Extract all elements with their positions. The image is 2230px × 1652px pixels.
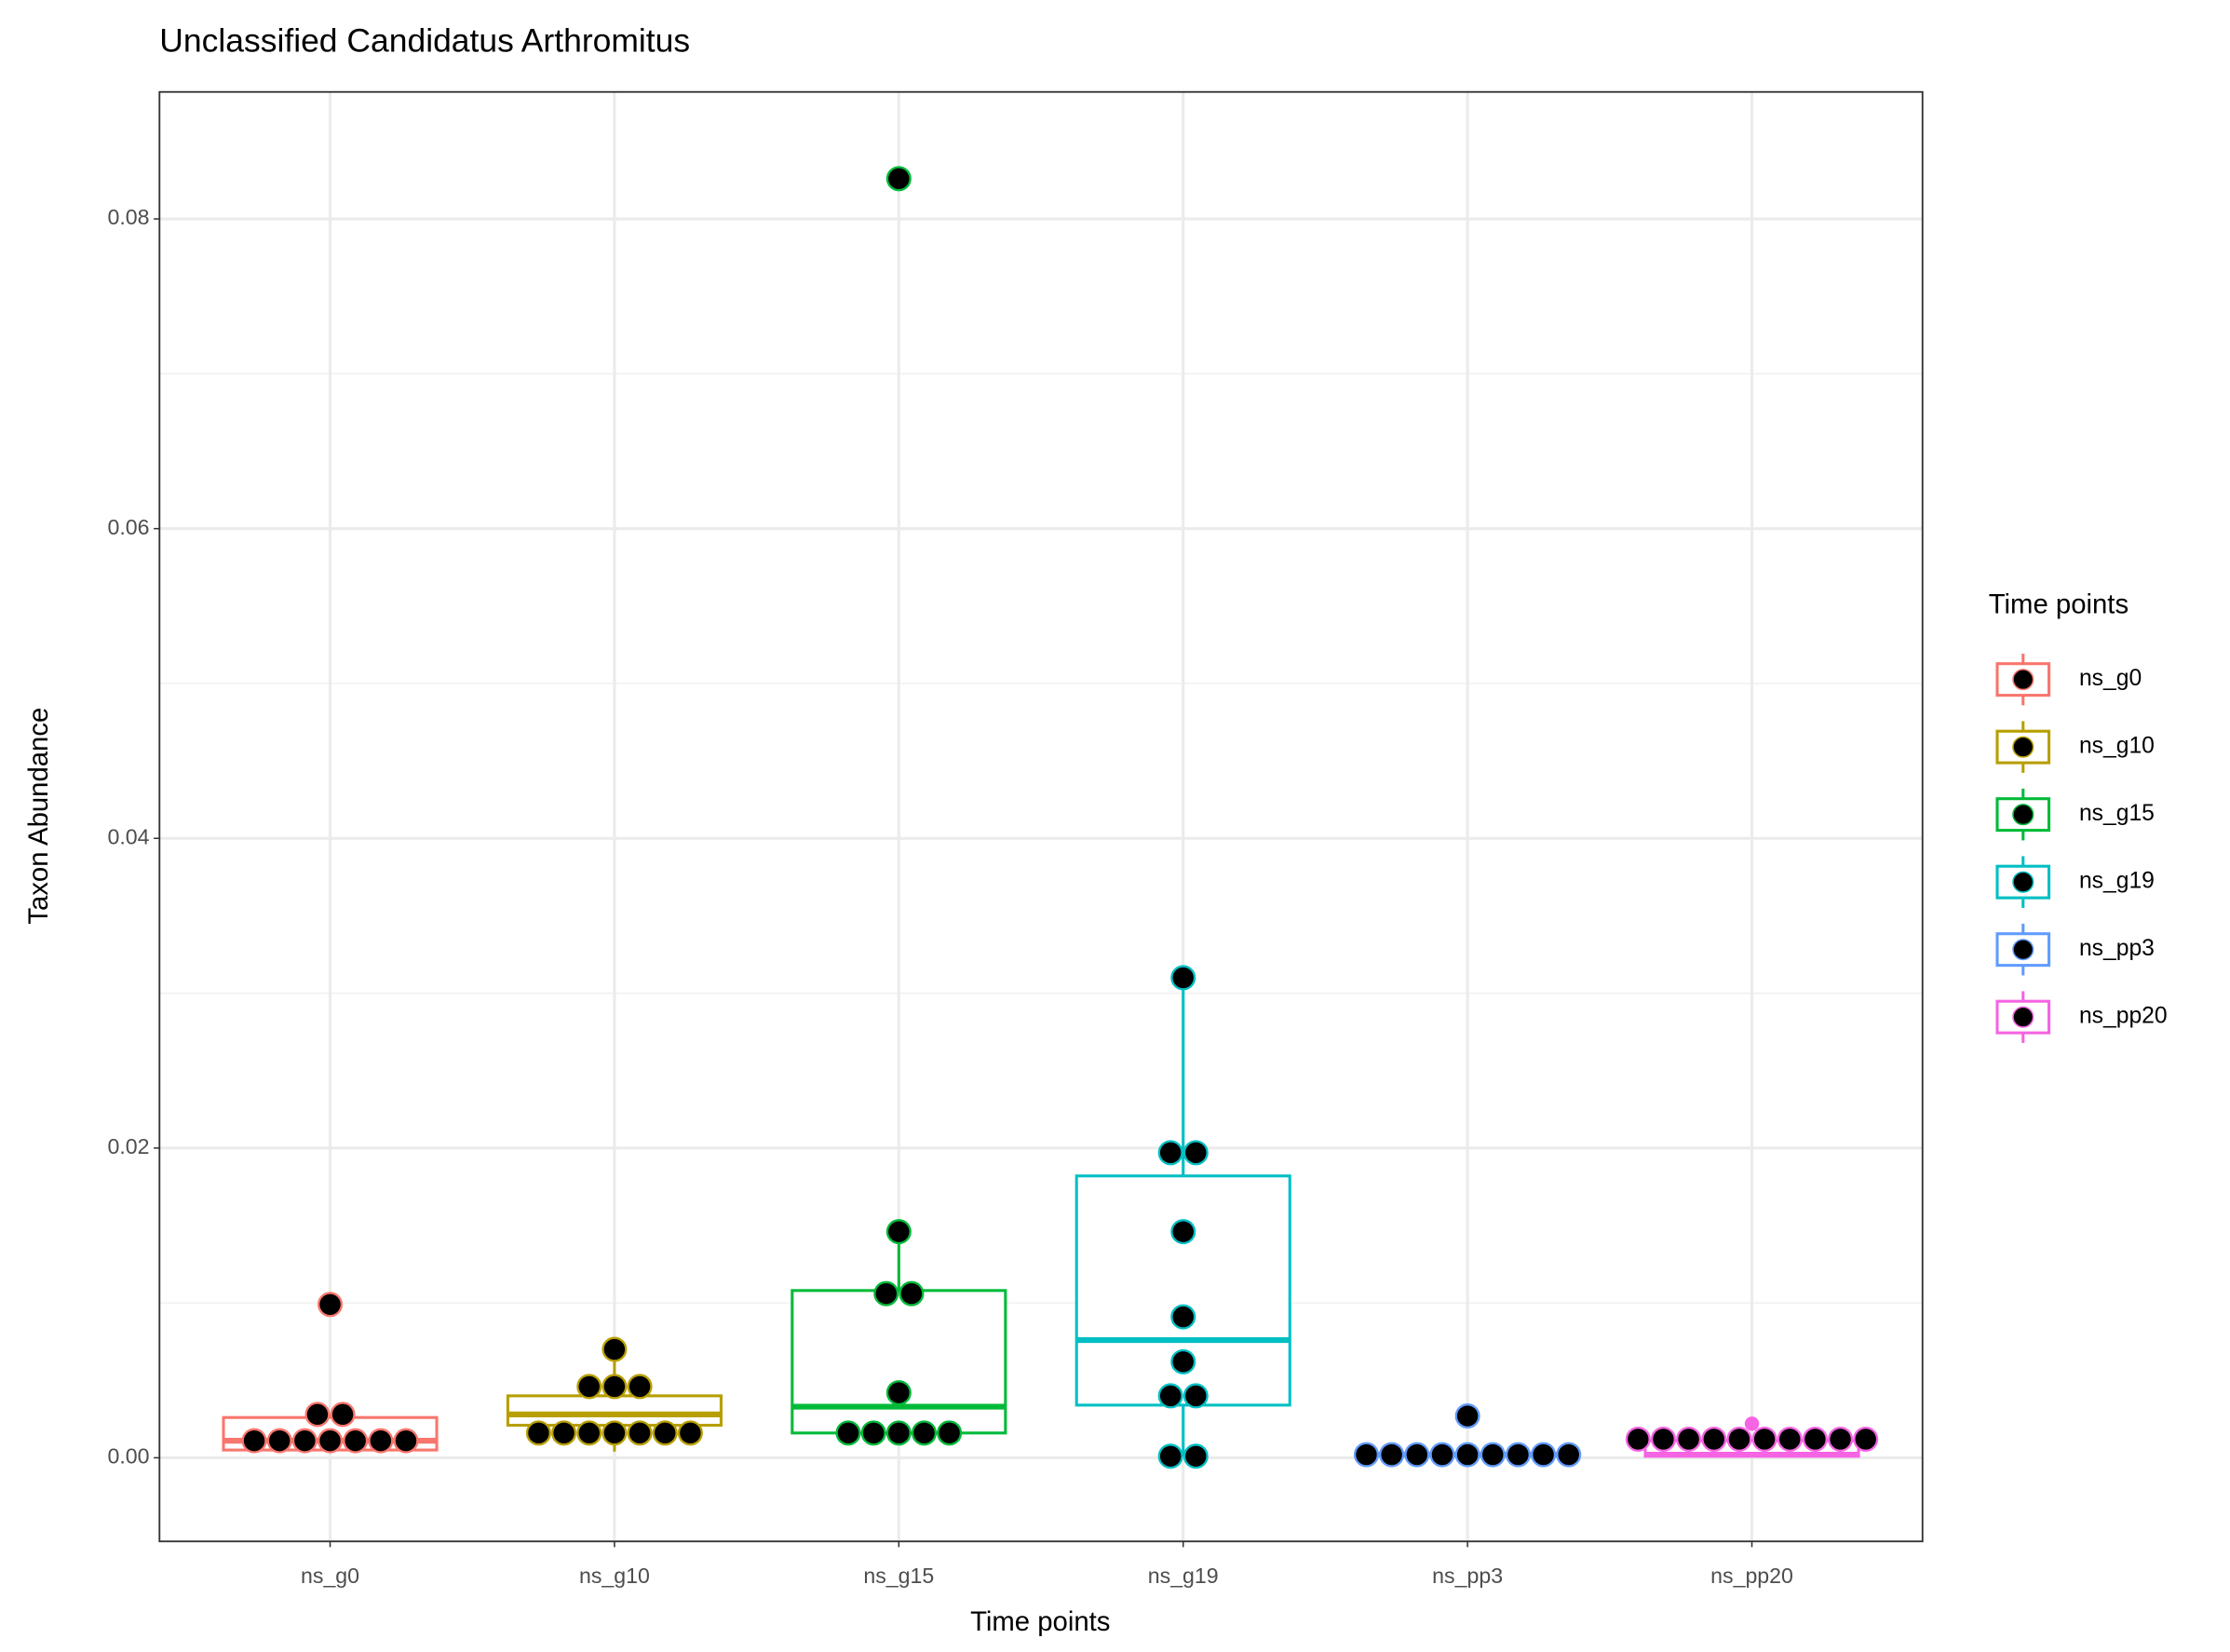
legend-key-dot [2012, 939, 2034, 961]
box-group [506, 1336, 723, 1452]
legend-label: ns_g19 [2079, 869, 2155, 894]
legend-key-dot [2012, 669, 2034, 691]
point [291, 1428, 318, 1454]
point [1170, 1304, 1196, 1330]
point [1625, 1426, 1651, 1452]
grid [159, 91, 1923, 1542]
point [304, 1401, 331, 1428]
point [899, 1280, 925, 1307]
point [318, 1292, 344, 1318]
x-tick-label: ns_pp20 [1710, 1564, 1793, 1588]
outlier [1744, 1416, 1760, 1431]
y-axis-title: Taxon Abundance [23, 708, 54, 925]
x-tick-label: ns_pp3 [1432, 1564, 1503, 1588]
point [652, 1420, 678, 1446]
point [1676, 1426, 1702, 1452]
point [601, 1420, 628, 1446]
legend-key-dot [2012, 736, 2034, 758]
legend-key-dot [2012, 871, 2034, 893]
x-axis-title: Time points [970, 1606, 1110, 1637]
point [393, 1428, 419, 1454]
point [1480, 1442, 1506, 1468]
x-tick-label: ns_g15 [863, 1564, 934, 1588]
point [1183, 1140, 1209, 1166]
point [1183, 1443, 1209, 1469]
point [1531, 1442, 1557, 1468]
chart-title: Unclassified Candidatus Arthromitus [159, 22, 690, 60]
box [791, 1289, 1007, 1435]
box-group [222, 1292, 439, 1454]
point [835, 1420, 861, 1446]
box-group [1353, 1403, 1582, 1468]
y-tick-label: 0.06 [107, 515, 149, 539]
point [1429, 1442, 1455, 1468]
point [343, 1428, 369, 1454]
point [576, 1420, 602, 1446]
point [1454, 1442, 1480, 1468]
point [860, 1420, 886, 1446]
point [627, 1374, 653, 1400]
legend-label: ns_pp3 [2079, 936, 2155, 961]
point [911, 1420, 937, 1446]
legend-label: ns_g0 [2079, 666, 2142, 691]
point [1404, 1442, 1430, 1468]
point [1853, 1426, 1879, 1452]
point [1828, 1426, 1854, 1452]
point [551, 1420, 577, 1446]
legend-key-dot [2012, 804, 2034, 826]
point [937, 1420, 963, 1446]
point [677, 1420, 703, 1446]
point [1751, 1426, 1777, 1452]
point [601, 1374, 628, 1400]
point [1802, 1426, 1828, 1452]
point [576, 1374, 602, 1400]
box-group [1074, 965, 1291, 1469]
point [1170, 965, 1196, 991]
point [266, 1428, 292, 1454]
point [368, 1428, 394, 1454]
point [1170, 1219, 1196, 1245]
point [1454, 1403, 1480, 1429]
box-group [791, 166, 1007, 1446]
point [318, 1428, 344, 1454]
y-tick-label: 0.04 [107, 824, 149, 848]
point [330, 1401, 356, 1428]
legend-label: ns_pp20 [2079, 1004, 2168, 1029]
point [1353, 1442, 1379, 1468]
point [1379, 1442, 1405, 1468]
plot-border [158, 90, 1924, 1543]
point [885, 166, 912, 192]
legend-label: ns_g10 [2079, 734, 2155, 759]
point [241, 1428, 267, 1454]
legend-key-dot [2012, 1006, 2034, 1028]
point [1157, 1383, 1183, 1409]
y-tick-label: 0.02 [107, 1134, 149, 1158]
y-tick-label: 0.08 [107, 205, 149, 229]
point [1726, 1426, 1752, 1452]
y-tick-label: 0.00 [107, 1444, 149, 1469]
point [627, 1420, 653, 1446]
point [885, 1420, 912, 1446]
x-tick-label: ns_g19 [1148, 1564, 1219, 1588]
point [1505, 1442, 1531, 1468]
point [885, 1219, 912, 1245]
point [525, 1420, 551, 1446]
point [885, 1380, 912, 1406]
point [1157, 1140, 1183, 1166]
point [1556, 1442, 1582, 1468]
point [1183, 1383, 1209, 1409]
point [1157, 1443, 1183, 1469]
box-group [1625, 1416, 1879, 1458]
legend-title: Time points [1989, 589, 2129, 620]
point [1170, 1348, 1196, 1374]
point [873, 1280, 899, 1307]
point [1777, 1426, 1803, 1452]
x-tick-label: ns_g0 [301, 1564, 359, 1588]
point [1650, 1426, 1676, 1452]
x-tick-label: ns_g10 [579, 1564, 650, 1588]
point [601, 1336, 628, 1362]
legend-label: ns_g15 [2079, 801, 2155, 826]
point [1701, 1426, 1727, 1452]
